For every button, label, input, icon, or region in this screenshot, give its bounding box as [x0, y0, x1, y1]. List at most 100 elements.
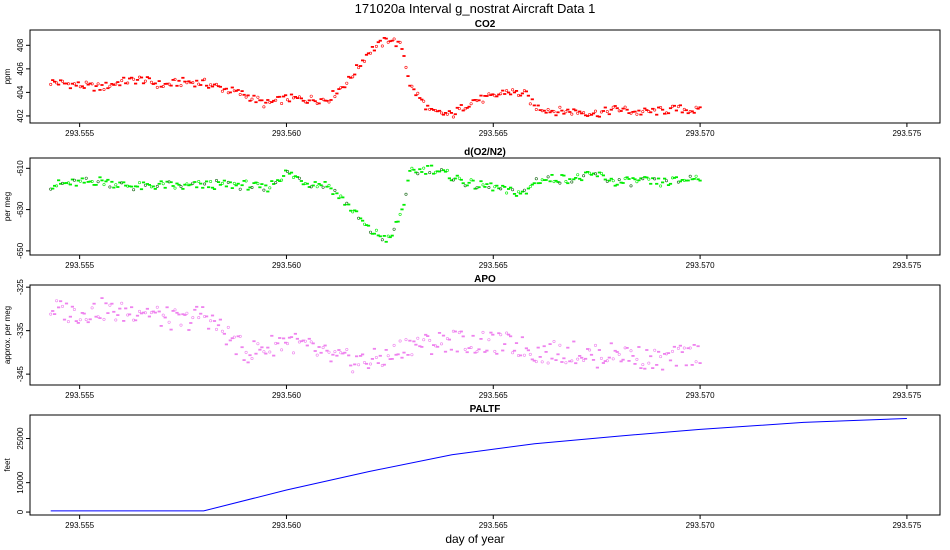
data-point	[631, 177, 635, 179]
data-point	[465, 351, 469, 354]
data-point	[238, 334, 242, 338]
data-point	[621, 182, 625, 184]
data-point	[139, 76, 144, 79]
data-point	[657, 350, 661, 353]
data-point	[580, 112, 584, 115]
data-point	[645, 109, 649, 111]
data-point	[674, 364, 678, 367]
data-point	[647, 177, 651, 181]
data-point	[201, 79, 205, 82]
data-point	[390, 39, 394, 42]
data-point	[511, 188, 515, 192]
data-point	[130, 306, 134, 309]
data-point	[443, 112, 448, 114]
data-point	[564, 361, 568, 365]
data-point	[246, 361, 250, 364]
data-point	[436, 170, 440, 173]
data-point	[481, 183, 485, 187]
data-point	[694, 105, 698, 109]
data-point	[453, 113, 457, 116]
data-point	[666, 112, 671, 115]
data-point	[70, 82, 74, 85]
data-point	[128, 185, 132, 188]
data-point	[62, 82, 67, 85]
data-point	[384, 240, 388, 243]
data-point	[542, 179, 546, 181]
data-point	[696, 107, 700, 110]
data-point	[114, 82, 118, 86]
data-point	[145, 76, 149, 78]
data-point	[228, 339, 232, 342]
panel-4: PALTF feet 293.555 293.560 293.565 293.570 293…	[3, 404, 941, 530]
x-tick-label: 293.575	[892, 129, 921, 138]
data-point	[165, 82, 169, 85]
data-point	[60, 79, 64, 83]
panel-1: CO2 ppm 293.555 293.560 293.565 293.570 293.57…	[3, 19, 941, 138]
data-point	[544, 111, 548, 114]
data-point	[550, 357, 554, 360]
data-point	[690, 178, 694, 181]
data-point	[418, 168, 422, 171]
data-point	[189, 81, 193, 84]
data-point	[447, 177, 451, 180]
data-point	[589, 113, 594, 116]
data-point	[315, 185, 319, 189]
data-point	[453, 330, 457, 333]
data-point	[353, 363, 357, 366]
data-point	[57, 83, 61, 86]
data-point	[664, 179, 668, 183]
data-point	[128, 77, 132, 80]
data-point	[451, 115, 455, 119]
x-axis-label: day of year	[445, 532, 504, 546]
data-point	[424, 333, 428, 336]
data-point	[526, 94, 530, 97]
data-point	[205, 180, 209, 183]
data-point	[355, 210, 359, 213]
data-point	[248, 186, 252, 189]
data-point	[112, 84, 116, 86]
data-point	[663, 177, 667, 180]
data-point	[74, 184, 78, 187]
data-point	[147, 77, 151, 80]
data-point	[607, 113, 611, 116]
data-point	[520, 336, 524, 339]
data-point	[609, 342, 613, 345]
data-point	[331, 90, 335, 92]
data-point	[609, 177, 613, 180]
data-point	[212, 188, 217, 190]
data-point	[364, 53, 369, 56]
data-point	[398, 339, 402, 343]
data-point	[436, 345, 440, 348]
data-point	[86, 181, 90, 183]
data-point	[175, 311, 179, 314]
data-point	[264, 352, 268, 355]
data-point	[345, 201, 349, 205]
data-point	[542, 109, 546, 112]
data-point	[643, 367, 647, 370]
data-point	[475, 350, 479, 354]
data-point	[479, 338, 483, 340]
data-point	[374, 355, 378, 359]
data-point	[672, 104, 676, 107]
data-point	[366, 224, 371, 227]
data-point	[68, 315, 72, 318]
data-point	[514, 90, 519, 92]
data-point	[548, 343, 552, 345]
data-point	[147, 315, 151, 318]
data-point	[443, 170, 448, 173]
data-point	[540, 360, 544, 364]
data-point	[309, 340, 313, 344]
data-point	[457, 176, 461, 180]
data-point	[266, 190, 270, 193]
data-point	[92, 302, 96, 305]
data-point	[562, 174, 566, 177]
data-point	[183, 183, 187, 186]
data-point	[337, 197, 341, 200]
data-point	[412, 340, 416, 343]
data-point	[487, 338, 491, 342]
data-point	[104, 180, 108, 183]
data-point	[98, 176, 102, 179]
data-point	[568, 178, 572, 180]
data-point	[191, 316, 195, 320]
data-point	[666, 184, 671, 186]
